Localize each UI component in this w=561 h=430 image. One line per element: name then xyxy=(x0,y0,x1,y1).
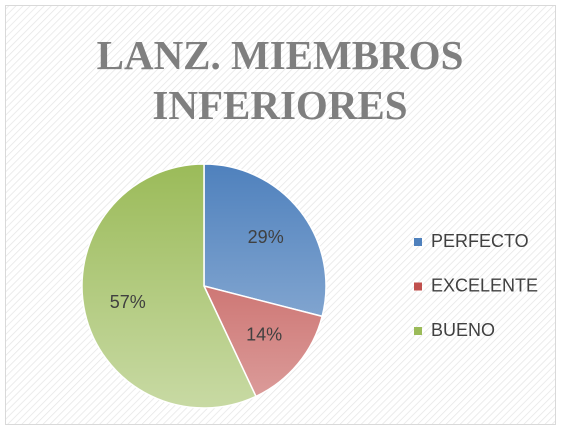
data-label: 57% xyxy=(110,292,146,312)
data-label: 29% xyxy=(248,227,284,247)
pie xyxy=(81,163,327,409)
legend-label: EXCELENTE xyxy=(431,275,538,295)
chart-title: LANZ. MIEMBROS INFERIORES xyxy=(96,32,464,128)
data-label: 14% xyxy=(246,325,282,345)
legend-label: PERFECTO xyxy=(431,231,529,251)
legend-swatch xyxy=(414,238,422,246)
legend-swatch xyxy=(414,282,422,291)
legend-swatch xyxy=(414,327,422,335)
legend-label: BUENO xyxy=(431,320,495,340)
